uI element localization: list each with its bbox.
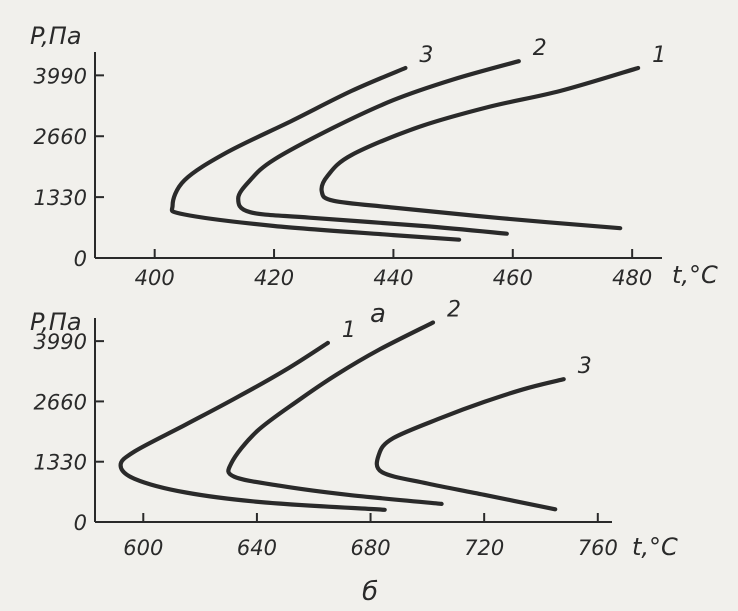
series-label-3: 3 <box>419 43 433 68</box>
x-tick-label: 460 <box>493 266 533 290</box>
y-tick-label: 3990 <box>34 330 87 354</box>
y-tick-label: 0 <box>74 511 87 535</box>
x-tick-label: 600 <box>123 536 163 560</box>
x-tick-label: 720 <box>464 536 504 560</box>
x-tick-label: 400 <box>135 266 175 290</box>
series-label-1: 1 <box>652 43 666 68</box>
x-tick-label: 760 <box>578 536 618 560</box>
y-tick-label: 3990 <box>34 64 87 88</box>
y-tick-label: 2660 <box>34 125 87 149</box>
series-line-2 <box>236 59 521 236</box>
series-line-3 <box>374 377 566 512</box>
series-label-1: 1 <box>342 318 356 343</box>
series-line-1 <box>319 65 641 231</box>
chart-panel-b: 0 1330 2660 3990 600 640 680 720 760 P,Па t,°C б 1 2 3 <box>30 298 678 607</box>
series-line-1 <box>118 340 387 512</box>
series-label-2: 2 <box>447 298 461 323</box>
series-label-3: 3 <box>578 354 592 379</box>
y-tick-label: 1330 <box>34 186 87 210</box>
series-line-3 <box>169 65 462 242</box>
series-label-2: 2 <box>533 36 547 61</box>
x-tick-label: 480 <box>612 266 652 290</box>
y-axis-label: P,Па <box>30 308 82 336</box>
y-tick-label: 2660 <box>34 390 87 414</box>
x-tick-label: 680 <box>350 536 390 560</box>
y-tick-label: 1330 <box>34 451 87 475</box>
x-axis-label: t,°C <box>672 261 718 289</box>
x-tick-label: 640 <box>237 536 277 560</box>
panel-label: б <box>362 577 378 607</box>
x-tick-label: 420 <box>254 266 294 290</box>
y-axis-label: P,Па <box>30 22 82 50</box>
panel-label: а <box>370 299 386 329</box>
x-axis-label: t,°C <box>632 533 678 561</box>
x-tick-label: 440 <box>373 266 413 290</box>
y-tick-label: 0 <box>74 247 87 271</box>
series-line-2 <box>226 320 444 506</box>
chart-panel-a: 0 1330 2660 3990 400 420 440 460 480 P,Па t,°C а 1 2 3 <box>30 22 718 329</box>
